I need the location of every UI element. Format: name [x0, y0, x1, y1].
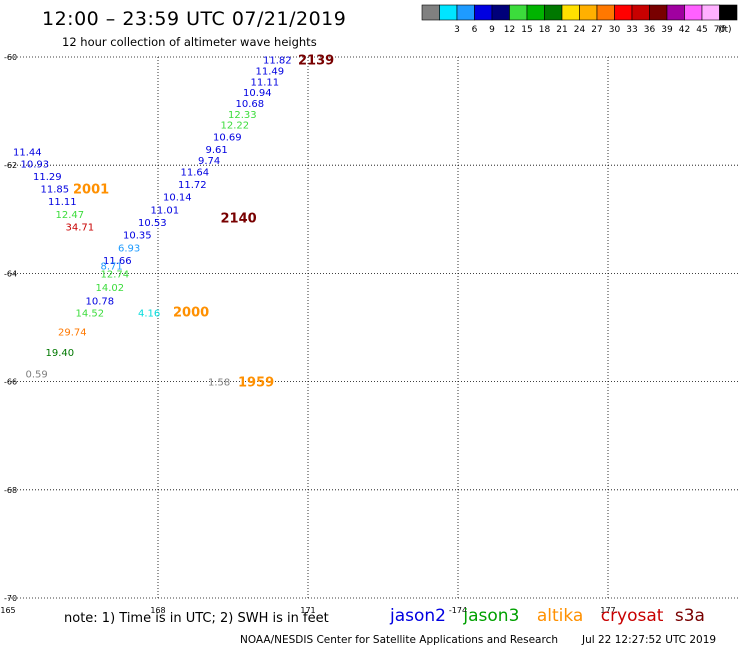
y-tick-label: -70 [4, 594, 17, 603]
swh-label: 9.61 [206, 145, 228, 156]
y-tick-label: -62 [4, 161, 17, 170]
legend-unit-label: (ft) [718, 25, 732, 35]
swh-label: 11.11 [251, 77, 280, 88]
swh-label: 10.93 [21, 160, 50, 171]
swh-label: 11.44 [13, 148, 42, 159]
swh-label: 11.66 [103, 256, 132, 267]
time-label: 1959 [238, 376, 274, 391]
swh-label: 12.74 [101, 269, 130, 280]
swh-label: 10.68 [236, 99, 265, 110]
mission-jason3: jason3 [463, 606, 520, 626]
swh-label: 29.74 [58, 327, 87, 338]
mission-s3a: s3a [674, 606, 705, 626]
legend-tick-label: 21 [556, 25, 567, 35]
y-tick-label: -60 [4, 53, 17, 62]
legend-tick-label: 45 [696, 25, 707, 35]
legend-tick-label: 3 [454, 25, 460, 35]
legend-tick-label: 15 [521, 25, 532, 35]
swh-label: 6.93 [118, 243, 140, 254]
y-tick-label: -64 [4, 269, 17, 278]
swh-label: 12.47 [56, 210, 85, 221]
color-scale-legend: 3 6 9 12 15 18 21 24 27 30 33 36 39 42 45 70(ft) [421, 4, 738, 35]
swh-label: 14.02 [96, 283, 125, 294]
legend-tick-label: 42 [679, 25, 690, 35]
swh-label: 11.72 [178, 180, 207, 191]
legend-tick-label: 27 [591, 25, 602, 35]
time-label: 2139 [298, 54, 334, 69]
legend-tick-label: 70 [714, 25, 726, 35]
swh-label: 10.94 [243, 88, 272, 99]
swh-label: 12.22 [221, 121, 250, 132]
legend-tick-label: 9 [489, 25, 495, 35]
chart-subtitle: 12 hour collection of altimeter wave hei… [62, 35, 317, 49]
swh-label: 14.52 [76, 308, 105, 319]
time-label: 2001 [73, 182, 109, 197]
legend-tick-label: 36 [644, 25, 656, 35]
swh-label: 0.59 [26, 369, 48, 380]
swh-label: 9.74 [198, 156, 220, 167]
credit-line: NOAA/NESDIS Center for Satellite Applica… [240, 634, 558, 646]
swh-label: 10.69 [213, 133, 242, 144]
mission-altika: altika [536, 606, 584, 626]
mission-legend: jason2 jason3 altika cryosat s3a [390, 606, 717, 626]
x-tick-label: -174 [449, 606, 467, 615]
y-tick-label: -66 [4, 378, 17, 387]
legend-tick-label: 24 [574, 25, 586, 35]
swh-label: 10.14 [163, 193, 192, 204]
time-label: 2140 [221, 212, 257, 227]
x-tick-label: 171 [300, 606, 315, 615]
chart-title: 12:00 – 23:59 UTC 07/21/2019 [42, 8, 347, 30]
legend-tick-label: 33 [626, 25, 637, 35]
legend-swatch [719, 4, 738, 21]
x-tick-label: 177 [600, 606, 615, 615]
swh-label: 11.85 [41, 184, 70, 195]
swh-label: 4.16 [138, 308, 160, 319]
swh-label: 12.33 [228, 110, 257, 121]
legend-tick-label: 6 [472, 25, 478, 35]
swh-label: 11.11 [48, 197, 77, 208]
swh-label: 34.71 [66, 222, 95, 233]
mission-cryosat: cryosat [600, 606, 664, 626]
swh-label: 8.71 [101, 261, 123, 272]
x-tick-label: 168 [150, 606, 165, 615]
swh-label: 11.82 [263, 56, 292, 67]
swh-label: 19.40 [46, 348, 75, 359]
swh-label: 10.35 [123, 230, 152, 241]
legend-tick-label: 18 [539, 25, 551, 35]
generated-timestamp: Jul 22 12:27:52 UTC 2019 [582, 634, 717, 646]
swh-label: 10.78 [86, 296, 115, 307]
swh-label: 10.53 [138, 218, 167, 229]
swh-label: 11.29 [33, 172, 62, 183]
swh-label: 11.64 [181, 168, 210, 179]
time-label: 2000 [173, 305, 209, 320]
legend-tick-label: 30 [609, 25, 621, 35]
legend-tick-label: 12 [504, 25, 515, 35]
footnote: note: 1) Time is in UTC; 2) SWH is in fe… [64, 611, 329, 626]
x-tick-label: 165 [0, 606, 15, 615]
legend-tick-label: 39 [661, 25, 673, 35]
swh-label: 11.49 [256, 67, 285, 78]
swh-label: 1.58 [208, 378, 230, 389]
mission-jason2: jason2 [390, 606, 446, 626]
swh-label: 11.01 [151, 206, 180, 217]
y-tick-label: -68 [4, 486, 17, 495]
